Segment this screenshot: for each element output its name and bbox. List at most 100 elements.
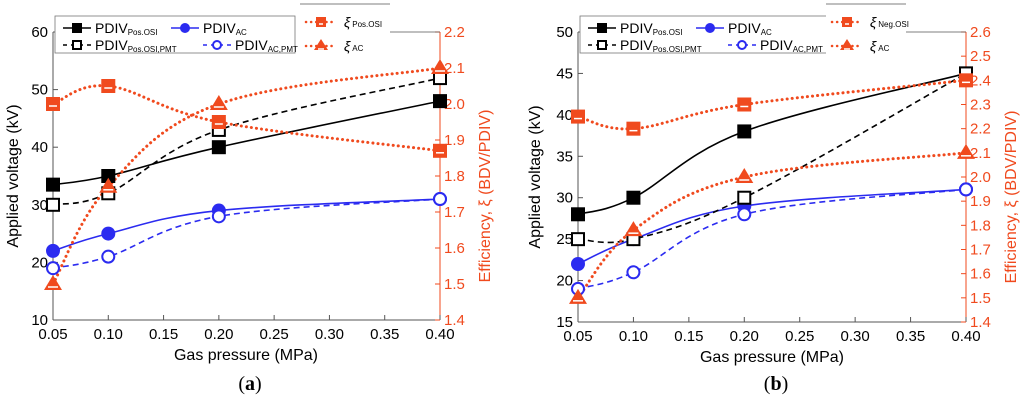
y2-tick-label: 1.5 xyxy=(444,276,465,293)
x-tick-label: 0.25 xyxy=(785,328,814,345)
y2-tick-label: 1.4 xyxy=(444,312,465,329)
legend-item-ξ_AC: ξ AC xyxy=(830,38,890,54)
x-axis-label: Gas pressure (MPa) xyxy=(700,349,844,366)
legend-subscript: AC,PMT xyxy=(793,45,823,54)
series-line-PDIV_AC,PMT xyxy=(577,188,967,290)
series-line-PDIV_Pos.OSI xyxy=(577,72,967,216)
x-tick-label: 0.15 xyxy=(674,328,703,345)
circle-open-marker xyxy=(433,192,447,207)
square-open-marker xyxy=(46,197,60,212)
y-tick-label: 50 xyxy=(31,82,48,99)
square-filled-marker xyxy=(626,190,641,205)
series-points-PDIV_Pos.OSI xyxy=(46,94,447,192)
x-tick-label: 0.25 xyxy=(260,326,289,343)
legend-box xyxy=(826,12,906,54)
series-points-ξ_Neg.OSI xyxy=(571,73,973,136)
y2-tick-label: 1.9 xyxy=(444,132,465,149)
square-filled-marker xyxy=(101,169,116,183)
series-points-PDIV_Pos.OSI,PMT xyxy=(571,66,973,247)
panel-paren: ) xyxy=(255,373,262,395)
x-tick-label: 0.15 xyxy=(149,326,178,343)
panel-label: (a) xyxy=(238,373,261,395)
y2-tick-label: 1.6 xyxy=(444,240,465,257)
x-tick-label: 0.20 xyxy=(730,328,759,345)
circle-open-marker xyxy=(959,182,973,197)
y-tick-label: 45 xyxy=(556,65,573,82)
y2-tick-label: 1.7 xyxy=(970,242,991,259)
circle-open-marker xyxy=(626,265,641,280)
x-tick-label: 0.20 xyxy=(204,326,233,343)
chart-panel-b: 0.05 0.10 0.15 0.20 0.25 0.30 0.35 0.40 15 20 25 30… xyxy=(527,3,1020,395)
series-line-ξ_Neg.OSI xyxy=(576,78,968,131)
y-tick-label: 20 xyxy=(31,254,48,271)
y2-tick-label: 1.4 xyxy=(970,314,991,331)
square-open-marker xyxy=(597,40,607,50)
square-filled-marker xyxy=(571,207,585,222)
y2-tick-label: 1.7 xyxy=(444,204,465,221)
square-orange-marker xyxy=(571,109,585,124)
y-tick-label: 60 xyxy=(31,24,48,41)
y2-tick-label: 2.1 xyxy=(970,145,991,162)
y2-tick-label: 1.5 xyxy=(970,290,991,307)
circle-filled-marker xyxy=(101,226,116,241)
series-points-PDIV_Pos.OSI xyxy=(571,66,973,222)
square-filled-marker xyxy=(737,124,752,139)
square-open-marker xyxy=(571,232,585,247)
circle-open-marker xyxy=(737,40,747,50)
legend-subscript: Pos.OSI xyxy=(128,28,158,37)
square-orange-marker xyxy=(46,97,60,111)
y-tick-label: 50 xyxy=(556,24,573,41)
legend-subscript: AC xyxy=(352,44,363,53)
y2-tick-label: 1.6 xyxy=(970,266,991,283)
y2-tick-label: 2.0 xyxy=(970,169,991,186)
x-tick-label: 0.05 xyxy=(563,328,592,345)
square-orange-marker xyxy=(211,115,226,129)
square-open-marker xyxy=(737,190,752,205)
circle-open-marker xyxy=(46,261,60,276)
legend-box xyxy=(579,15,831,54)
circle-open-marker xyxy=(211,209,226,224)
series-line-PDIV_Pos.OSI,PMT xyxy=(577,72,967,244)
y2-tick-label: 2.0 xyxy=(444,96,465,113)
square-orange-marker xyxy=(433,143,447,158)
triangle-marker xyxy=(314,39,328,50)
square-filled-marker xyxy=(597,23,607,33)
series-line-ξ_AC xyxy=(51,66,442,286)
y2-tick-label: 2.5 xyxy=(970,48,991,65)
square-orange-marker xyxy=(737,97,752,112)
circle-filled-marker xyxy=(705,23,715,33)
legend-subscript: AC,PMT xyxy=(268,45,298,54)
legend-subscript: AC xyxy=(878,44,889,53)
series-points-PDIV_AC,PMT xyxy=(46,192,447,276)
y2-tick-label: 2.2 xyxy=(444,24,465,41)
panel-paren: ) xyxy=(782,373,789,395)
circle-filled-marker xyxy=(46,243,60,258)
series-line-PDIV_AC xyxy=(52,198,441,252)
legend-subscript: Pos.OSI xyxy=(653,28,683,37)
y-tick-label: 30 xyxy=(31,197,48,214)
x-tick-label: 0.10 xyxy=(619,328,648,345)
square-filled-marker xyxy=(433,94,447,109)
y2-tick-label: 2.2 xyxy=(970,121,991,138)
circle-open-marker xyxy=(737,207,752,222)
y-axis-label: Applied voltage (kV) xyxy=(5,104,22,247)
y-tick-label: 20 xyxy=(556,273,573,290)
circle-open-marker xyxy=(101,249,116,264)
legend-subscript: Pos.OSI xyxy=(352,20,382,29)
y2-tick-label: 1.8 xyxy=(444,168,465,185)
x-tick-label: 0.35 xyxy=(896,328,925,345)
panel-letter: a xyxy=(245,373,255,395)
x-tick-label: 0.40 xyxy=(951,328,980,345)
y2-axis-label: Efficiency, ξ (BDV/PDIV) xyxy=(477,110,494,283)
square-orange-marker xyxy=(101,79,116,93)
y2-tick-label: 2.1 xyxy=(444,60,465,77)
x-tick-label: 0.05 xyxy=(38,326,67,343)
legend-subscript: Pos.OSI,PMT xyxy=(653,45,702,54)
series-points-ξ_AC xyxy=(569,143,975,304)
panel-letter: b xyxy=(770,373,781,395)
